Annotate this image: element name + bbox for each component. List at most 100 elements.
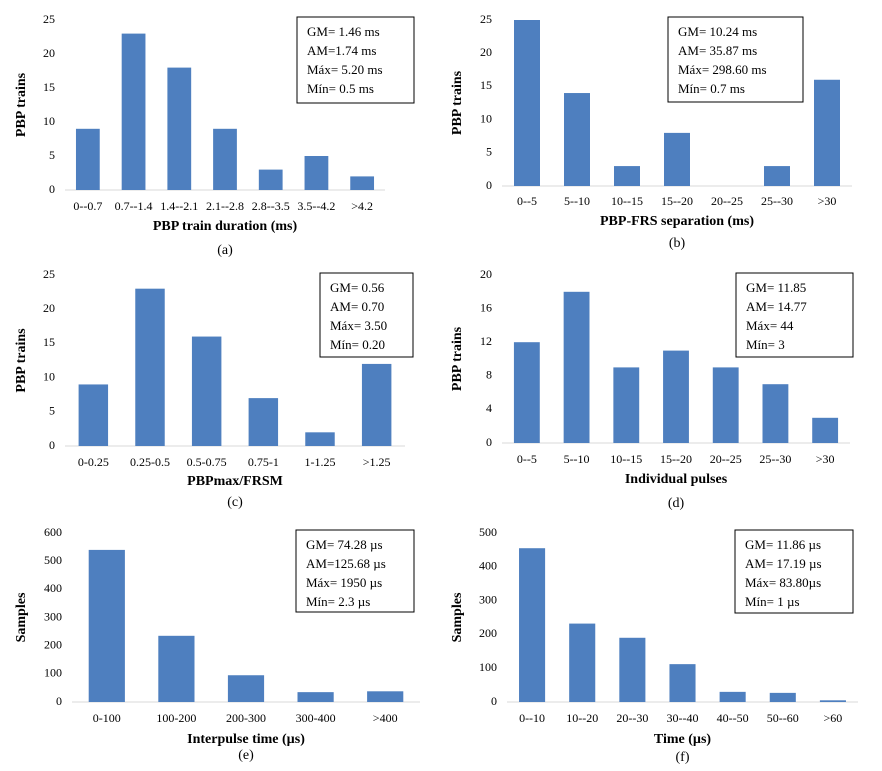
- y-tick-label: 25: [43, 267, 55, 281]
- bar: [569, 623, 596, 702]
- x-tick-label: >60: [824, 711, 843, 725]
- bar: [213, 128, 237, 190]
- bar: [563, 291, 590, 443]
- bar: [191, 336, 222, 446]
- y-tick-label: 400: [479, 559, 497, 573]
- y-tick-label: 20: [43, 301, 55, 315]
- y-tick-label: 100: [44, 666, 62, 680]
- y-axis-label: Samples: [450, 592, 465, 642]
- bar: [350, 176, 375, 190]
- bar: [719, 691, 746, 702]
- caption: (f): [676, 750, 690, 765]
- x-tick-label: 300-400: [296, 711, 336, 725]
- chart-panel: 0 5 10 15 20 25 0-0.25 0.25-0.5 0.5-0.75 0.75-1 1-…: [14, 267, 414, 510]
- stats-line: AM= 14.77: [746, 299, 807, 314]
- x-tick-label: 30--40: [667, 711, 699, 725]
- x-tick-label: >4.2: [351, 199, 373, 213]
- stats-box: [295, 529, 415, 613]
- bar: [367, 691, 404, 702]
- bar: [75, 128, 100, 190]
- x-tick-label: 5--10: [564, 194, 590, 208]
- chart-panel: 0 4 8 12 16 20 0--5 5--10 10--15 15--20 20--25 25--…: [450, 267, 854, 511]
- bar: [297, 692, 334, 702]
- x-tick-label: 0--5: [517, 452, 537, 466]
- x-tick-label: 0-0.25: [78, 455, 109, 469]
- bar: [258, 169, 283, 190]
- chart-panel: 0 5 10 15 20 25 0--0.7 0.7--1.4 1.4--2.1 2.1--2.8…: [14, 12, 415, 258]
- stats-line: AM= 17.19 µs: [745, 556, 822, 571]
- y-tick-label: 400: [44, 581, 62, 595]
- x-axis-label: PBP train duration (ms): [153, 219, 298, 234]
- bar: [227, 675, 265, 702]
- stats-line: GM= 10.24 ms: [678, 24, 757, 39]
- y-tick-label: 20: [480, 45, 492, 59]
- x-tick-label: 0--10: [519, 711, 545, 725]
- stats-line: Mín= 2.3 µs: [306, 594, 370, 609]
- y-axis-label: PBP trains: [14, 328, 29, 393]
- y-tick-label: 0: [486, 178, 492, 192]
- x-tick-label: 10--15: [611, 194, 643, 208]
- bar: [819, 700, 846, 702]
- stats-line: Mín= 1 µs: [745, 594, 800, 609]
- y-tick-label: 20: [480, 267, 492, 281]
- x-tick-label: 0--0.7: [73, 199, 102, 213]
- bar: [514, 20, 540, 186]
- stats-line: Mín= 3: [746, 337, 785, 352]
- x-tick-label: >30: [818, 194, 837, 208]
- x-axis-label: Interpulse time (µs): [187, 732, 305, 747]
- y-tick-label: 0: [56, 694, 62, 708]
- x-tick-label: 100-200: [156, 711, 196, 725]
- x-axis-label: PBP-FRS separation (ms): [600, 214, 754, 229]
- bar: [361, 363, 392, 446]
- caption: (b): [669, 236, 686, 251]
- x-tick-label: >30: [816, 452, 835, 466]
- y-tick-label: 0: [486, 435, 492, 449]
- bar: [614, 166, 640, 186]
- y-tick-label: 20: [43, 46, 55, 60]
- stats-line: Mín= 0.5 ms: [307, 81, 374, 96]
- x-tick-label: 20--25: [710, 452, 742, 466]
- stats-line: GM= 74.28 µs: [306, 537, 383, 552]
- bar: [121, 33, 146, 190]
- stats-line: Máx= 3.50: [330, 318, 387, 333]
- y-tick-label: 15: [43, 80, 55, 94]
- bar: [135, 288, 165, 446]
- y-tick-label: 300: [44, 609, 62, 623]
- bar: [764, 166, 790, 186]
- bar: [664, 132, 690, 186]
- y-tick-label: 300: [479, 592, 497, 606]
- x-tick-label: 20--25: [711, 194, 743, 208]
- stats-box: [296, 16, 415, 104]
- bar: [564, 93, 590, 186]
- x-tick-label: 15--20: [660, 452, 692, 466]
- y-tick-label: 16: [480, 300, 492, 314]
- x-tick-label: 5--10: [564, 452, 590, 466]
- stats-line: GM= 11.85: [746, 280, 806, 295]
- x-tick-label: 15--20: [661, 194, 693, 208]
- stats-box: [734, 529, 854, 614]
- y-tick-label: 12: [480, 334, 492, 348]
- x-axis-label: Time (µs): [654, 732, 712, 747]
- chart-panel: 0 100 200 300 400 500 600 0-100 100-200 200-300 30…: [14, 525, 420, 763]
- x-tick-label: >1.25: [363, 455, 391, 469]
- chart-panel: 0 100 200 300 400 500 0--10 10--20 20--30 30--40 4…: [450, 525, 858, 765]
- caption: (d): [668, 496, 685, 511]
- stats-box: [667, 16, 804, 103]
- bar: [158, 635, 195, 702]
- stats-line: Máx= 298.60 ms: [678, 62, 767, 77]
- stats-box: [319, 272, 414, 358]
- x-tick-label: 10--20: [566, 711, 598, 725]
- bar: [762, 384, 789, 443]
- caption: (e): [238, 748, 254, 763]
- x-tick-label: 50--60: [767, 711, 799, 725]
- bar: [619, 637, 646, 702]
- x-tick-label: 0--5: [517, 194, 537, 208]
- bar: [519, 548, 546, 702]
- bar: [305, 432, 335, 446]
- x-tick-label: 200-300: [226, 711, 266, 725]
- y-tick-label: 200: [479, 626, 497, 640]
- bar: [669, 664, 696, 702]
- x-axis-label: Individual pulses: [625, 472, 728, 487]
- stats-line: AM= 35.87 ms: [678, 43, 757, 58]
- y-tick-label: 0: [491, 694, 497, 708]
